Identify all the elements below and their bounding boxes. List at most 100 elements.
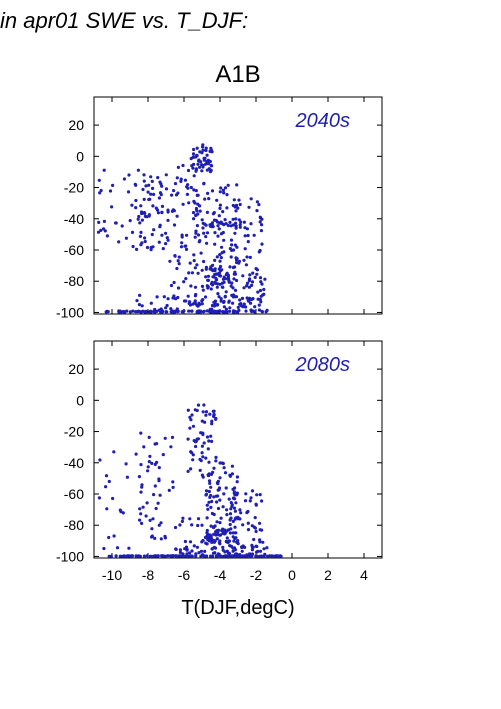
data-point [156, 501, 160, 505]
data-point [259, 229, 263, 233]
data-point [222, 492, 226, 496]
data-point [235, 260, 239, 265]
data-point [216, 533, 220, 537]
data-point [218, 521, 222, 525]
data-point [209, 493, 213, 498]
data-point [219, 516, 223, 520]
data-point [206, 537, 210, 542]
data-point [201, 553, 205, 557]
data-point [180, 310, 184, 314]
data-point [124, 236, 128, 240]
data-point [215, 285, 219, 289]
data-point [226, 277, 230, 281]
data-point [245, 255, 249, 259]
data-point [218, 203, 222, 207]
data-point [149, 192, 153, 196]
data-point [130, 203, 134, 207]
data-point [161, 453, 165, 457]
data-point [262, 547, 266, 551]
data-point [188, 261, 192, 265]
data-point [217, 221, 222, 225]
data-point [248, 301, 253, 305]
data-point [192, 544, 196, 548]
data-point [171, 480, 175, 484]
data-point [138, 293, 142, 297]
data-point [171, 485, 175, 489]
data-point [207, 473, 211, 478]
data-point [149, 175, 153, 179]
data-point [124, 462, 128, 466]
data-point [235, 278, 239, 283]
y-tick-label: -20 [64, 424, 84, 440]
data-point [186, 437, 190, 441]
data-point [107, 479, 111, 484]
data-point [214, 455, 218, 459]
data-point [162, 295, 166, 299]
data-point [215, 520, 219, 524]
data-point [216, 224, 220, 228]
data-point [169, 310, 173, 314]
data-point [216, 488, 220, 492]
data-point [216, 282, 220, 286]
data-point [234, 536, 238, 540]
data-point [176, 286, 181, 290]
data-point [232, 539, 236, 543]
data-point [208, 533, 212, 537]
data-point [219, 186, 223, 190]
data-point [231, 519, 235, 524]
data-point [224, 486, 228, 490]
data-point [149, 248, 153, 252]
data-point [231, 203, 235, 208]
data-point [170, 193, 174, 197]
data-point [234, 203, 239, 207]
data-point [217, 214, 221, 218]
data-point [176, 295, 180, 300]
data-point [251, 271, 255, 275]
data-point [238, 298, 242, 302]
data-point [125, 475, 129, 479]
data-point [171, 208, 175, 212]
data-point [231, 217, 235, 221]
data-point [155, 460, 159, 464]
data-point [114, 554, 118, 558]
data-point [194, 444, 198, 449]
data-point [151, 186, 155, 190]
data-point [242, 302, 246, 306]
data-point [230, 464, 234, 468]
data-point [210, 221, 214, 225]
data-point [178, 554, 182, 558]
data-point [152, 228, 156, 232]
data-point [258, 276, 263, 280]
data-point [188, 554, 192, 558]
data-point [205, 435, 210, 439]
data-point [147, 197, 151, 202]
data-point [199, 549, 204, 553]
data-point [102, 168, 106, 172]
data-point [169, 445, 173, 449]
data-point [122, 310, 127, 314]
data-point [149, 301, 153, 305]
data-point [243, 247, 247, 251]
data-point [170, 554, 174, 558]
data-point [184, 244, 188, 248]
data-point [229, 554, 234, 558]
data-point [186, 469, 190, 473]
data-point [225, 536, 229, 540]
data-point [136, 168, 140, 172]
data-point [166, 208, 170, 212]
data-point [200, 302, 204, 306]
data-point [145, 245, 150, 250]
data-point [235, 475, 239, 479]
data-point [218, 206, 222, 210]
data-point [149, 554, 153, 559]
data-point [196, 403, 201, 407]
data-point [197, 158, 201, 162]
data-point [202, 403, 206, 407]
data-point [227, 280, 231, 284]
data-point [225, 193, 229, 197]
data-point [188, 540, 193, 544]
data-point [252, 537, 256, 542]
data-point [142, 173, 146, 177]
data-point [230, 243, 234, 247]
data-point [225, 529, 229, 533]
